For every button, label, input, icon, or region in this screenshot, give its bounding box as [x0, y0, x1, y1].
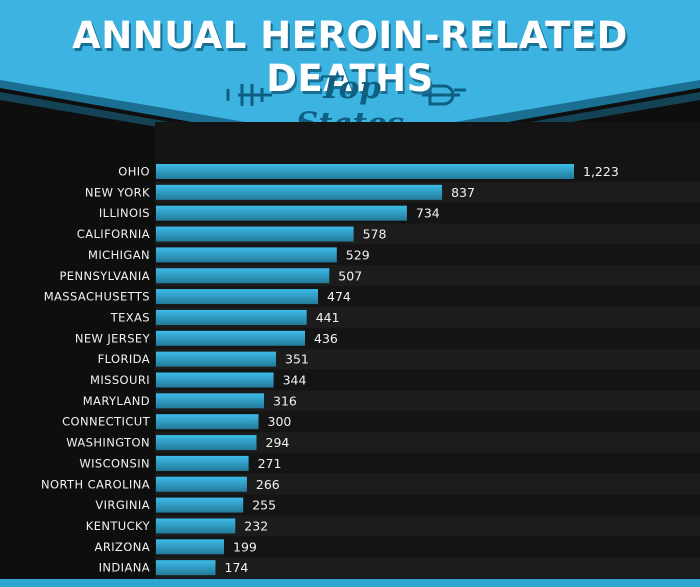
bar	[156, 539, 224, 555]
value-label: 255	[252, 498, 276, 513]
row-band	[155, 557, 700, 578]
category-label: MASSACHUSETTS	[44, 290, 150, 304]
bar	[156, 476, 247, 492]
value-label: 441	[316, 310, 340, 325]
category-label: INDIANA	[99, 561, 150, 575]
bar	[156, 560, 216, 576]
category-label: PENNSYLVANIA	[59, 269, 150, 283]
category-label: NEW YORK	[85, 185, 150, 199]
bar	[156, 435, 257, 451]
value-label: 344	[283, 373, 307, 388]
bar	[156, 247, 337, 263]
bar	[156, 372, 274, 388]
category-label: MARYLAND	[83, 394, 150, 408]
category-label: WASHINGTON	[66, 436, 150, 450]
value-label: 266	[256, 477, 280, 492]
row-band	[155, 473, 700, 495]
bar	[156, 518, 236, 534]
bar	[156, 497, 244, 513]
row-band	[155, 515, 700, 537]
header-banner	[0, 0, 700, 160]
category-label: ILLINOIS	[99, 206, 150, 220]
bar	[156, 393, 264, 409]
value-label: 316	[273, 393, 297, 408]
bar	[156, 351, 276, 367]
value-label: 1,223	[583, 164, 619, 179]
bar	[156, 226, 354, 242]
value-label: 271	[258, 456, 282, 471]
category-label: WISCONSIN	[79, 456, 150, 470]
bar	[156, 289, 318, 305]
value-label: 232	[244, 518, 268, 533]
category-label: MICHIGAN	[88, 248, 150, 262]
category-label: TEXAS	[110, 310, 150, 324]
bar	[156, 164, 574, 179]
value-label: 174	[225, 560, 249, 575]
category-label: CONNECTICUT	[62, 415, 150, 429]
bar	[156, 184, 443, 200]
category-label: NORTH CAROLINA	[41, 477, 150, 491]
value-label: 436	[314, 331, 338, 346]
row-band	[155, 390, 700, 412]
bar	[156, 268, 330, 284]
value-label: 578	[363, 227, 387, 242]
bottom-strip	[0, 579, 700, 587]
syringe-icon	[226, 84, 466, 106]
category-label: ARIZONA	[95, 540, 150, 554]
category-label: CALIFORNIA	[77, 227, 150, 241]
bar	[156, 414, 259, 430]
value-label: 294	[266, 435, 290, 450]
bar	[156, 330, 305, 346]
category-label: NEW JERSEY	[75, 331, 151, 345]
category-label: KENTUCKY	[86, 519, 151, 533]
row-band	[155, 432, 700, 453]
category-label: OHIO	[118, 165, 150, 179]
value-label: 351	[285, 352, 309, 367]
value-label: 734	[416, 206, 440, 221]
category-label: MISSOURI	[90, 373, 150, 387]
value-label: 507	[338, 268, 362, 283]
bar	[156, 309, 307, 325]
category-label: VIRGINIA	[95, 498, 150, 512]
row-band	[155, 348, 700, 370]
value-label: 837	[451, 185, 475, 200]
bar	[156, 455, 249, 471]
value-label: 300	[268, 414, 292, 429]
value-label: 474	[327, 289, 351, 304]
value-label: 529	[346, 247, 370, 262]
bar	[156, 205, 407, 221]
category-label: FLORIDA	[98, 352, 150, 366]
value-label: 199	[233, 539, 257, 554]
chart-title: ANNUAL HEROIN-RELATED DEATHS	[72, 14, 628, 100]
